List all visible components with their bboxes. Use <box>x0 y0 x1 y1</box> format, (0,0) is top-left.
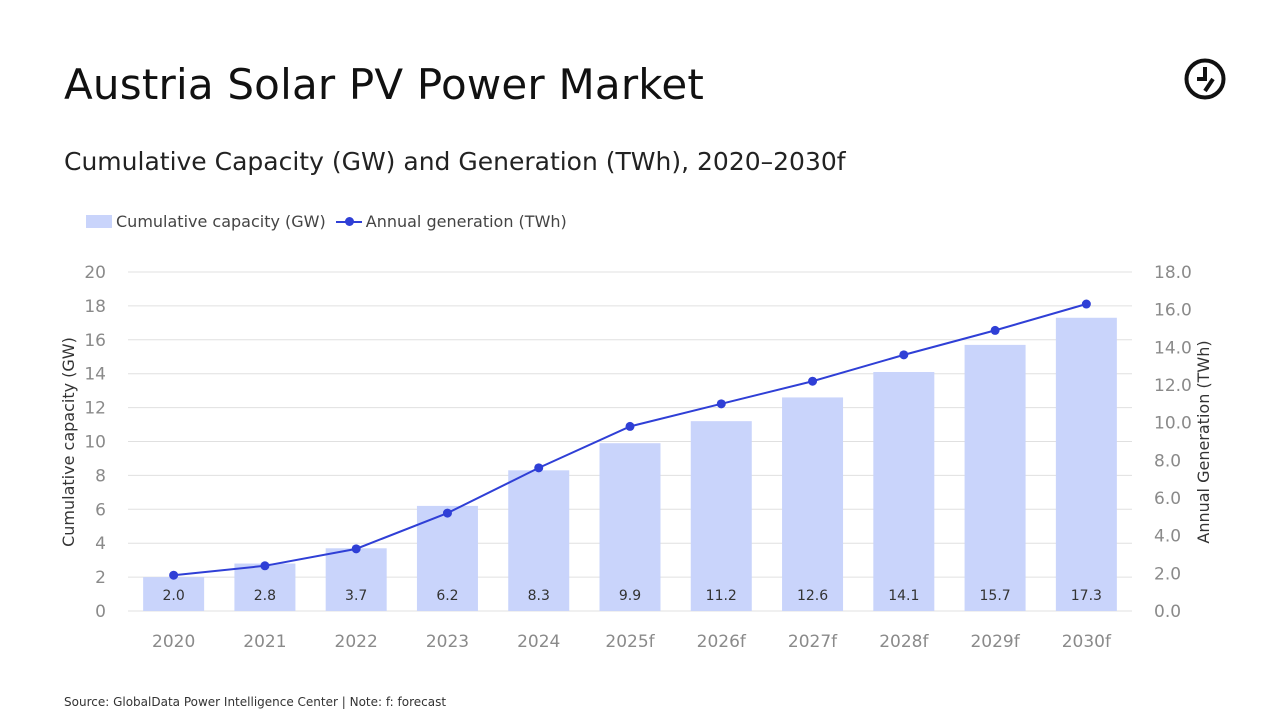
bar <box>782 397 844 611</box>
line-point <box>625 421 635 431</box>
legend-line-swatch <box>335 215 362 228</box>
bar-data-label: 11.2 <box>706 588 737 604</box>
line-series <box>169 299 1091 580</box>
bar <box>964 344 1026 611</box>
y-tick-label-left: 14 <box>84 365 106 385</box>
line-point <box>534 463 544 473</box>
line-point <box>351 544 361 554</box>
y-tick-label-left: 8 <box>95 466 106 486</box>
x-tick-label: 2020 <box>152 632 195 652</box>
y-tick-label-left: 6 <box>95 500 106 520</box>
line-point <box>899 350 909 360</box>
line-point <box>716 399 726 409</box>
bar-data-label: 9.9 <box>619 588 641 604</box>
chart-subtitle: Cumulative Capacity (GW) and Generation … <box>64 147 846 176</box>
bar <box>416 505 478 611</box>
bar-data-label: 6.2 <box>436 588 458 604</box>
bar-data-label: 2.0 <box>163 588 185 604</box>
bar-data-label: 2.8 <box>254 588 276 604</box>
x-tick-label: 2027f <box>788 632 838 652</box>
y-tick-label-right: 16.0 <box>1154 301 1192 321</box>
bar-data-label: 3.7 <box>345 588 367 604</box>
y-tick-label-right: 0.0 <box>1154 602 1181 622</box>
y-tick-label-left: 18 <box>84 297 106 317</box>
x-tick-label: 2024 <box>517 632 560 652</box>
x-tick-label: 2021 <box>243 632 286 652</box>
y-tick-label-left: 10 <box>84 433 106 453</box>
y-tick-label-right: 8.0 <box>1154 451 1181 471</box>
legend-bar-swatch <box>86 214 112 228</box>
legend-item-capacity: Cumulative capacity (GW) <box>86 212 326 231</box>
axes: 0 2 4 6 8 10 12 14 16 18 20 0.0 2.0 4.0 6.0 8.0 10.0 12.0… <box>59 263 1213 652</box>
bar-data-label: 8.3 <box>528 588 550 604</box>
data-labels: 2.0 2.8 3.7 6.2 8.3 9.9 11.2 12.6 14.1 15.7 17.3 <box>163 588 1102 604</box>
chart-legend: Cumulative capacity (GW) Annual generati… <box>86 210 577 232</box>
y-tick-label-left: 2 <box>95 568 106 588</box>
bar-data-label: 17.3 <box>1071 588 1102 604</box>
line-point <box>808 376 818 386</box>
y-tick-label-left: 16 <box>84 331 106 351</box>
y-tick-label-right: 4.0 <box>1154 527 1181 547</box>
y-tick-label-left: 0 <box>95 602 106 622</box>
bar <box>143 577 205 611</box>
bar <box>873 372 935 611</box>
legend-label-generation: Annual generation (TWh) <box>365 211 567 231</box>
bar-series <box>143 317 1117 611</box>
y-axis-title-left: Cumulative capacity (GW) <box>59 337 78 547</box>
y-tick-label-right: 10.0 <box>1154 414 1192 434</box>
line-point <box>990 325 1000 335</box>
globaldata-logo-icon <box>1184 58 1226 100</box>
x-tick-label: 2022 <box>335 632 378 652</box>
y-tick-label-right: 6.0 <box>1154 489 1181 509</box>
bar-data-label: 12.6 <box>797 588 828 604</box>
y-tick-label-left: 4 <box>95 534 106 554</box>
bar-data-label: 15.7 <box>980 588 1011 604</box>
bar-data-label: 14.1 <box>888 588 919 604</box>
y-axis-title-right: Annual Generation (TWh) <box>1194 340 1213 543</box>
line-point <box>169 570 179 580</box>
x-tick-label: 2025f <box>605 632 655 652</box>
y-tick-label-right: 12.0 <box>1154 376 1192 396</box>
y-tick-label-left: 20 <box>84 263 106 283</box>
line-point <box>1081 299 1091 309</box>
legend-label-capacity: Cumulative capacity (GW) <box>116 211 326 231</box>
y-tick-label-left: 12 <box>84 399 106 419</box>
y-tick-label-right: 14.0 <box>1154 338 1192 358</box>
x-tick-label: 2026f <box>697 632 747 652</box>
bar <box>234 563 296 611</box>
x-tick-label: 2029f <box>970 632 1020 652</box>
bar <box>508 470 570 611</box>
y-tick-label-right: 18.0 <box>1154 263 1192 283</box>
line-point <box>442 508 452 518</box>
bar <box>1055 317 1117 611</box>
x-tick-label: 2028f <box>879 632 929 652</box>
x-tick-label: 2023 <box>426 632 469 652</box>
line-point <box>260 561 270 571</box>
bar <box>599 443 661 611</box>
x-tick-label: 2030f <box>1062 632 1112 652</box>
y-tick-label-right: 2.0 <box>1154 564 1181 584</box>
legend-item-generation: Annual generation (TWh) <box>335 211 567 231</box>
source-note: Source: GlobalData Power Intelligence Ce… <box>64 695 447 709</box>
bar <box>690 421 752 611</box>
bar <box>325 548 387 611</box>
page-title: Austria Solar PV Power Market <box>64 60 705 109</box>
